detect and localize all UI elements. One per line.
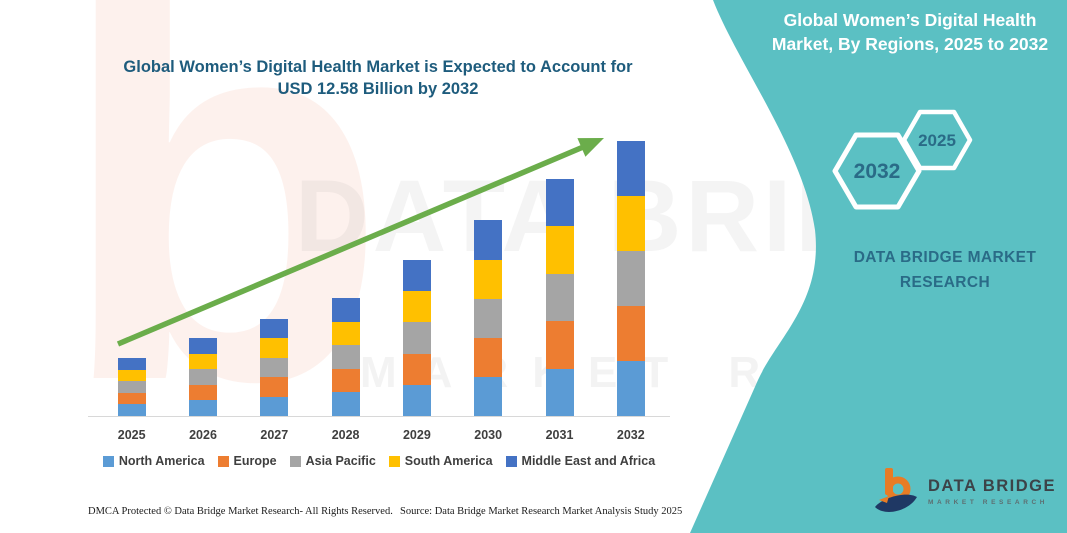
bar-segment-europe <box>260 377 289 397</box>
legend-label: Middle East and Africa <box>521 454 656 468</box>
bar-segment-south-america <box>545 226 574 274</box>
dbmr-logo-name: DATA BRIDGE <box>928 476 1057 495</box>
bar-segment-europe <box>117 392 146 405</box>
panel-heading: Global Women’s Digital Health Market, By… <box>765 9 1055 56</box>
bar-segment-south-america <box>189 353 217 370</box>
bar-segment-europe <box>331 368 360 393</box>
bar-segment-asia-pacific <box>117 381 146 393</box>
panel-brand-text: DATA BRIDGE MARKET RESEARCH <box>825 246 1065 296</box>
bar-segment-south-america <box>260 338 289 358</box>
legend-item-europe: Europe <box>217 454 277 468</box>
chart-legend: North America Europe Asia Pacific South Ame… <box>88 454 670 468</box>
dmca-copyright-text: DMCA Protected © Data Bridge Market Rese… <box>88 506 393 517</box>
chart-title-line2: USD 12.58 Billion by 2032 <box>277 80 479 99</box>
dbmr-logo-icon <box>875 468 917 512</box>
dbmr-logo: DATA BRIDGE MARKET RESEARCH <box>873 467 1056 515</box>
legend-swatch-icon <box>388 455 400 467</box>
bar-segment-middle-east-and-africa <box>402 259 431 291</box>
bar-segment-south-america <box>331 321 360 346</box>
bar-segment-asia-pacific <box>616 250 645 306</box>
x-axis-label-2029: 2029 <box>402 428 431 442</box>
bar-segment-south-america <box>616 195 645 251</box>
bar-segment-europe <box>616 305 645 361</box>
legend-item-middle-east-and-africa: Middle East and Africa <box>505 454 656 468</box>
hexagon-2025-icon: 2025 <box>901 109 973 171</box>
legend-swatch-icon <box>505 455 517 467</box>
hexagon-2032-icon: 2032 <box>832 132 922 210</box>
legend-item-asia-pacific: Asia Pacific <box>289 454 376 468</box>
bar-segment-north-america <box>189 400 217 416</box>
bar-segment-middle-east-and-africa <box>545 178 574 227</box>
x-axis-label-2031: 2031 <box>545 428 574 442</box>
x-axis-labels: 2025 2026 2027 2028 2029 2030 2031 2032 <box>88 428 668 446</box>
stacked-bar-2029 <box>402 259 431 416</box>
stacked-bar-2031 <box>545 178 574 416</box>
stacked-bar-2032 <box>616 140 645 416</box>
bar-segment-asia-pacific <box>331 345 360 369</box>
stacked-bar-2027 <box>260 318 289 416</box>
legend-label: Europe <box>233 454 277 468</box>
x-axis-label-2030: 2030 <box>474 428 503 442</box>
stacked-bar-2028 <box>331 298 360 416</box>
hexagon-2025-label: 2025 <box>918 131 956 150</box>
bar-segment-middle-east-and-africa <box>117 358 146 370</box>
bar-segment-europe <box>474 337 503 377</box>
panel-heading-line2: Market, By Regions, 2025 to 2032 <box>771 33 1049 54</box>
bar-segment-asia-pacific <box>545 273 574 322</box>
bar-segment-europe <box>189 384 217 401</box>
bar-segment-asia-pacific <box>189 369 217 385</box>
stacked-bar-2026 <box>189 338 217 416</box>
x-axis-label-2026: 2026 <box>189 428 217 442</box>
bar-segment-north-america <box>402 384 431 416</box>
bar-segment-middle-east-and-africa <box>189 338 217 354</box>
legend-label: North America <box>118 454 205 468</box>
legend-swatch-icon <box>102 455 114 467</box>
bar-segment-asia-pacific <box>402 322 431 354</box>
bar-segment-europe <box>402 353 431 385</box>
x-axis-line <box>88 416 670 417</box>
bar-segment-north-america <box>616 360 645 416</box>
legend-item-north-america: North America <box>102 454 205 468</box>
bar-segment-asia-pacific <box>260 357 289 378</box>
legend-swatch-icon <box>217 455 229 467</box>
plot-area <box>88 130 670 417</box>
panel-brand-line1: DATA BRIDGE MARKET <box>853 249 1037 266</box>
panel-heading-line1: Global Women’s Digital Health <box>783 10 1037 30</box>
bar-segment-south-america <box>117 369 146 382</box>
legend-item-south-america: South America <box>388 454 493 468</box>
bar-segment-north-america <box>331 392 360 416</box>
bar-segment-middle-east-and-africa <box>474 220 503 260</box>
stacked-bar-2030 <box>474 220 503 416</box>
bar-segment-south-america <box>474 259 503 299</box>
bar-segment-north-america <box>474 376 503 416</box>
bar-segment-north-america <box>545 368 574 416</box>
bar-segment-north-america <box>117 404 146 416</box>
bar-segment-north-america <box>260 396 289 416</box>
dbmr-logo-tagline: MARKET RESEARCH <box>928 498 1049 506</box>
source-text: Source: Data Bridge Market Research Mark… <box>400 506 683 517</box>
bar-segment-europe <box>545 321 574 369</box>
chart-title: Global Women’s Digital Health Market is … <box>88 56 668 101</box>
hexagon-2032-label: 2032 <box>854 160 901 183</box>
x-axis-label-2028: 2028 <box>331 428 360 442</box>
x-axis-label-2032: 2032 <box>616 428 645 442</box>
panel-brand-line2: RESEARCH <box>899 273 991 291</box>
stacked-bar-2025 <box>117 358 146 416</box>
bar-segment-middle-east-and-africa <box>331 298 360 322</box>
bar-segment-middle-east-and-africa <box>260 318 289 339</box>
chart-title-line1: Global Women’s Digital Health Market is … <box>123 58 633 76</box>
legend-swatch-icon <box>289 455 301 467</box>
legend-label: South America <box>404 454 493 468</box>
bar-segment-middle-east-and-africa <box>616 140 645 196</box>
x-axis-label-2027: 2027 <box>260 428 289 442</box>
bar-segment-south-america <box>402 291 431 323</box>
dbmr-logo-text: DATA BRIDGE MARKET RESEARCH <box>928 477 1056 506</box>
legend-label: Asia Pacific <box>305 454 376 468</box>
bar-segment-asia-pacific <box>474 298 503 338</box>
x-axis-label-2025: 2025 <box>117 428 146 442</box>
